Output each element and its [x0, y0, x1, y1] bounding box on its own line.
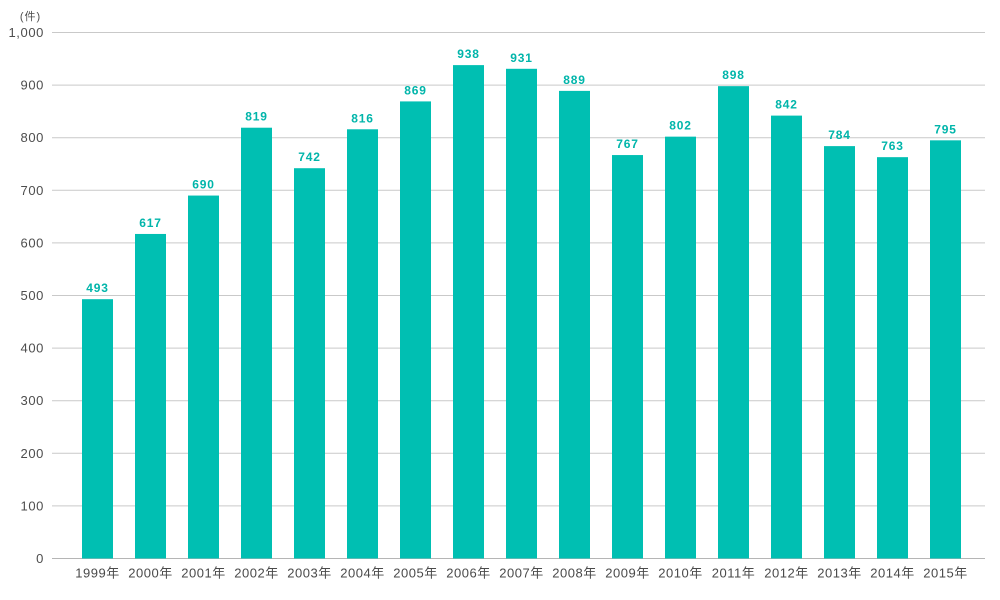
bar-2014年 [877, 157, 908, 559]
y-axis-tick-100: 100 [21, 498, 45, 513]
y-axis-tick-1,000: 1,000 [8, 25, 44, 40]
x-axis-tick-2011年: 2011年 [712, 566, 755, 581]
bar-2000年 [135, 233, 166, 559]
bar-2015年 [930, 140, 961, 559]
value-label-2009年: 767 [616, 137, 638, 151]
y-axis-tick-600: 600 [21, 235, 45, 250]
value-label-2014年: 763 [881, 139, 903, 153]
y-axis-tick-700: 700 [21, 183, 45, 198]
y-axis-tick-300: 300 [21, 393, 45, 408]
value-label-2010年: 802 [669, 119, 691, 133]
x-axis-tick-2012年: 2012年 [764, 566, 808, 581]
value-label-2011年: 898 [722, 68, 744, 82]
bar-2001年 [188, 195, 219, 559]
value-label-2002年: 819 [245, 110, 267, 124]
value-label-2005年: 869 [404, 83, 426, 97]
value-label-2012年: 842 [775, 98, 797, 112]
value-label-2003年: 742 [298, 150, 320, 164]
value-label-1999年: 493 [86, 281, 108, 295]
bar-2013年 [824, 146, 855, 559]
value-label-2015年: 795 [934, 122, 956, 136]
x-axis-tick-2004年: 2004年 [340, 566, 384, 581]
y-axis-tick-400: 400 [21, 341, 45, 356]
y-axis-tick-800: 800 [21, 130, 45, 145]
bar-2008年 [559, 90, 590, 559]
x-axis-tick-1999年: 1999年 [75, 566, 119, 581]
x-axis-tick-2006年: 2006年 [446, 566, 490, 581]
value-label-2013年: 784 [828, 128, 850, 142]
x-axis-tick-2010年: 2010年 [658, 566, 702, 581]
x-axis-tick-2013年: 2013年 [817, 566, 861, 581]
bar-2005年 [400, 101, 431, 559]
x-axis-tick-2007年: 2007年 [499, 566, 543, 581]
bar-1999年 [82, 299, 113, 559]
bar-2011年 [718, 86, 749, 559]
y-axis-unit-label: (件) [19, 11, 42, 23]
bar-2009年 [612, 155, 643, 559]
bar-2006年 [453, 65, 484, 559]
value-label-2008年: 889 [563, 73, 585, 87]
x-axis-tick-2000年: 2000年 [128, 566, 172, 581]
x-axis-tick-2014年: 2014年 [870, 566, 914, 581]
bar-2007年 [506, 68, 537, 559]
value-label-2001年: 690 [192, 178, 214, 192]
x-axis-tick-2009年: 2009年 [605, 566, 649, 581]
x-axis-tick-2005年: 2005年 [393, 566, 437, 581]
x-axis-tick-2008年: 2008年 [552, 566, 596, 581]
y-axis-tick-0: 0 [36, 551, 44, 566]
y-axis-tick-500: 500 [21, 288, 45, 303]
bar-2004年 [347, 129, 378, 559]
value-label-2007年: 931 [510, 51, 532, 65]
y-axis-tick-900: 900 [21, 78, 45, 93]
x-axis-tick-2015年: 2015年 [923, 566, 967, 581]
bar-2010年 [665, 136, 696, 559]
bar-2012年 [771, 115, 802, 559]
value-label-2004年: 816 [351, 111, 373, 125]
y-axis-tick-200: 200 [21, 446, 45, 461]
bar-2002年 [241, 127, 272, 559]
value-label-2006年: 938 [457, 47, 479, 61]
value-label-2000年: 617 [139, 216, 161, 230]
x-axis-tick-2001年: 2001年 [181, 566, 225, 581]
bar-2003年 [294, 168, 325, 559]
x-axis-tick-2002年: 2002年 [234, 566, 278, 581]
x-axis-tick-2003年: 2003年 [287, 566, 331, 581]
